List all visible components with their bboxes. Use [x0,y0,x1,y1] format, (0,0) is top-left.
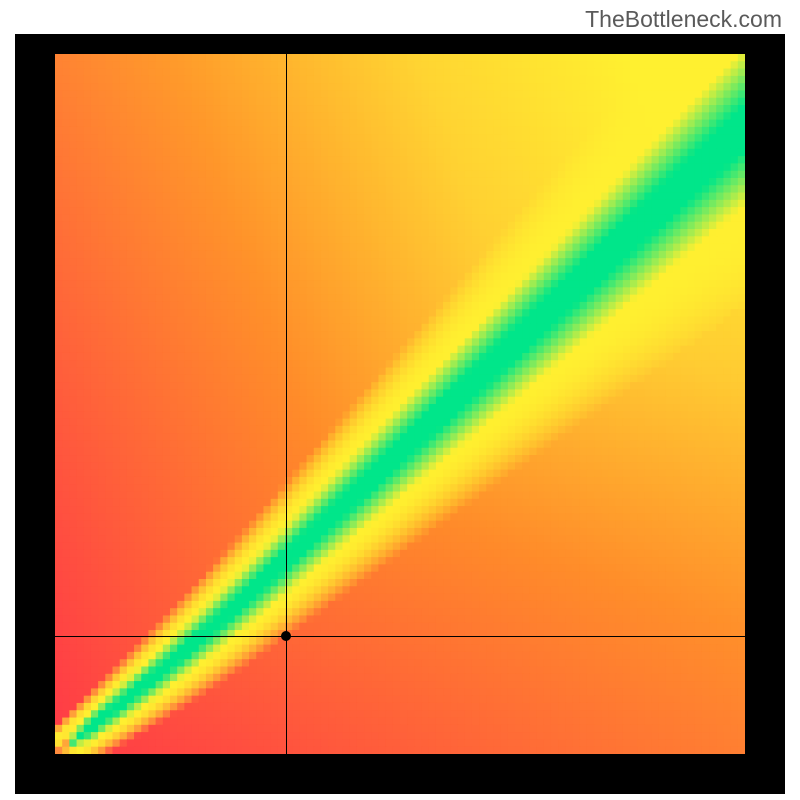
watermark-text: TheBottleneck.com [585,6,782,33]
plot-frame [15,34,785,794]
marker-dot [281,631,291,641]
crosshair-vertical [286,54,287,754]
plot-area [55,54,745,754]
heatmap-canvas [55,54,745,754]
crosshair-horizontal [55,636,745,637]
